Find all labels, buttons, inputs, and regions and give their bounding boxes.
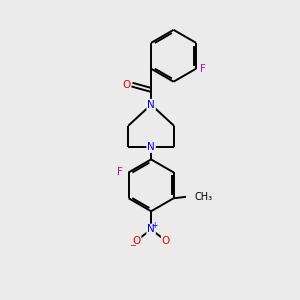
Text: O: O: [122, 80, 130, 90]
Text: F: F: [118, 167, 123, 177]
Text: N: N: [147, 224, 155, 235]
Text: CH₃: CH₃: [195, 192, 213, 202]
Text: −: −: [129, 241, 136, 250]
Text: O: O: [132, 236, 140, 246]
Text: N: N: [147, 142, 155, 152]
Text: N: N: [147, 100, 155, 110]
Text: O: O: [162, 236, 170, 246]
Text: +: +: [152, 220, 158, 230]
Text: F: F: [200, 64, 206, 74]
